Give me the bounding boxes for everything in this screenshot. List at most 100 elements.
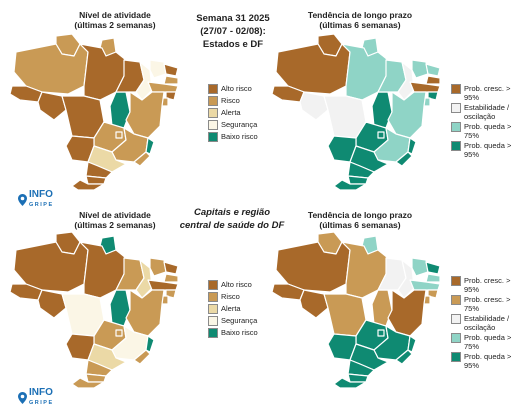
legend-swatch — [208, 84, 218, 94]
state-rj — [395, 151, 413, 167]
state-es — [407, 137, 417, 155]
legend-item: Alerta — [208, 304, 279, 314]
legend-item: Alto risco — [208, 280, 279, 290]
legend-label: Segurança — [221, 120, 258, 129]
legend-label: Baixo risco — [221, 328, 258, 337]
state-ce — [411, 257, 429, 277]
state-es — [145, 335, 155, 353]
infogripe-logo-top: INFO GRIPE — [18, 190, 54, 210]
state-rs — [71, 377, 105, 388]
legend-swatch — [208, 316, 218, 326]
state-pr — [347, 161, 375, 179]
location-pin-icon — [18, 194, 27, 206]
state-pr — [347, 359, 375, 377]
legend-item: Risco — [208, 96, 279, 106]
legend-label: Risco — [221, 96, 240, 105]
legend-label: Alerta — [221, 108, 241, 117]
legend-activity-bottom: Alto risco Risco Alerta Segurança Baixo risc… — [208, 280, 278, 340]
state-pr — [85, 161, 113, 179]
legend-swatch — [208, 292, 218, 302]
legend-label: Prob. queda > 75% — [464, 333, 512, 351]
state-sc — [347, 373, 369, 383]
legend-item: Baixo risco — [208, 328, 279, 338]
state-df — [377, 329, 385, 337]
legend-item: Prob. cresc. > 95% — [451, 276, 522, 294]
state-pe — [147, 279, 179, 291]
state-pb — [425, 75, 441, 85]
legend-item: Alerta — [208, 108, 279, 118]
legend-item: Prob. cresc. > 75% — [451, 295, 522, 313]
legend-swatch — [208, 328, 218, 338]
legend-swatch — [208, 304, 218, 314]
legend-activity-top: Alto risco Risco Alerta Segurança Baixo risc… — [208, 84, 278, 144]
legend-label: Prob. queda > 75% — [464, 122, 512, 140]
legend-swatch — [208, 280, 218, 290]
infogripe-logo-bottom: INFO GRIPE — [18, 388, 54, 408]
bottom-center-title: Capitais e região central de saúde do DF — [179, 207, 285, 231]
legend-label: Prob. queda > 95% — [464, 352, 512, 370]
legend-swatch — [451, 122, 461, 132]
legend-label: Alto risco — [221, 84, 252, 93]
legend-swatch — [208, 132, 218, 142]
state-df — [377, 131, 385, 139]
top-right-title: Tendência de longo prazo (últimas 6 sema… — [307, 10, 413, 30]
legend-item: Prob. queda > 75% — [451, 333, 522, 351]
legend-label: Segurança — [221, 316, 258, 325]
top-center-title: Semana 31 2025 (27/07 - 02/08): Estados … — [196, 13, 270, 50]
state-pe — [409, 81, 441, 93]
legend-trend-bottom: Prob. cresc. > 95% Prob. cresc. > 75% Esta… — [451, 276, 526, 370]
legend-item: Baixo risco — [208, 132, 279, 142]
legend-item: Estabilidade / oscilação — [451, 103, 522, 121]
legend-label: Prob. cresc. > 75% — [464, 295, 511, 313]
legend-label: Alerta — [221, 304, 241, 313]
legend-item: Prob. queda > 95% — [451, 141, 522, 159]
legend-swatch — [451, 314, 461, 324]
legend-swatch — [451, 295, 461, 305]
legend-label: Prob. queda > 95% — [464, 141, 512, 159]
state-rj — [395, 349, 413, 365]
map-bottom-activity — [8, 228, 183, 388]
state-pr — [85, 359, 113, 377]
legend-item: Risco — [208, 292, 279, 302]
legend-swatch — [208, 120, 218, 130]
legend-swatch — [451, 84, 461, 94]
state-ce — [149, 257, 167, 277]
state-pb — [425, 273, 441, 283]
legend-swatch — [451, 276, 461, 286]
legend-label: Risco — [221, 292, 240, 301]
state-df — [115, 131, 123, 139]
legend-swatch — [451, 103, 461, 113]
state-es — [407, 335, 417, 353]
legend-swatch — [451, 141, 461, 151]
legend-swatch — [451, 333, 461, 343]
legend-trend-top: Prob. cresc. > 95% Estabilidade / oscilaç… — [451, 84, 526, 159]
state-rj — [133, 151, 151, 167]
state-sc — [85, 373, 107, 383]
state-ba — [125, 289, 165, 337]
legend-label: Estabilidade / oscilação — [464, 103, 510, 121]
state-rn — [425, 261, 441, 275]
legend-swatch — [208, 96, 218, 106]
legend-item: Estabilidade / oscilação — [451, 314, 522, 332]
legend-label: Alto risco — [221, 280, 252, 289]
state-rn — [163, 63, 179, 77]
state-pb — [163, 75, 179, 85]
map-top-activity — [8, 30, 183, 190]
legend-item: Prob. cresc. > 95% — [451, 84, 522, 102]
map-bottom-trend — [270, 228, 445, 388]
legend-item: Prob. queda > 95% — [451, 352, 522, 370]
legend-label: Prob. cresc. > 95% — [464, 276, 511, 294]
state-ba — [387, 91, 427, 139]
state-rs — [71, 179, 105, 190]
state-rn — [163, 261, 179, 275]
state-rn — [425, 63, 441, 77]
state-ba — [125, 91, 165, 139]
legend-swatch — [208, 108, 218, 118]
state-rs — [333, 179, 367, 190]
legend-label: Estabilidade / oscilação — [464, 314, 510, 332]
state-rs — [333, 377, 367, 388]
bottom-left-title: Nível de atividade (últimas 2 semanas) — [74, 210, 156, 230]
state-ba — [387, 289, 427, 337]
state-rj — [133, 349, 151, 365]
bottom-right-title: Tendência de longo prazo (últimas 6 sema… — [307, 210, 413, 230]
